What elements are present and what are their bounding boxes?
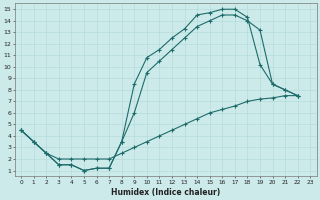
X-axis label: Humidex (Indice chaleur): Humidex (Indice chaleur) bbox=[111, 188, 220, 197]
